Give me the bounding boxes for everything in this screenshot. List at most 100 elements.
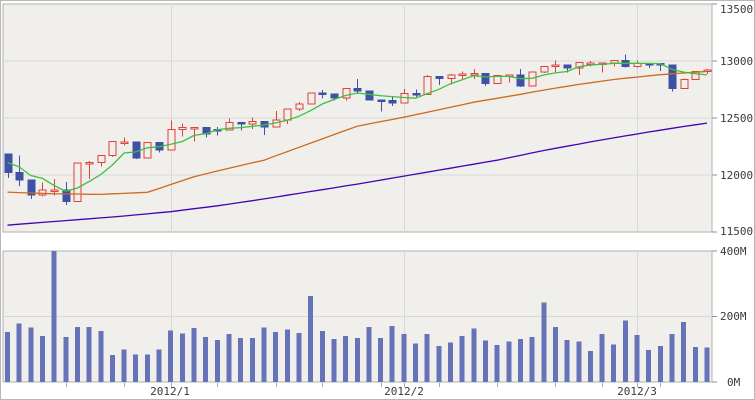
volume-bar	[144, 354, 150, 382]
volume-bar	[378, 337, 384, 382]
volume-bar	[401, 333, 407, 382]
volume-bar	[319, 330, 325, 382]
volume-bar	[74, 326, 80, 382]
volume-axis-label: 0M	[727, 376, 741, 389]
candle-up	[248, 120, 257, 125]
candle-up	[97, 155, 106, 164]
volume-bar	[16, 323, 22, 382]
price-axis-label: 12000	[720, 169, 754, 182]
volume-bar	[366, 326, 372, 382]
volume-bar	[284, 329, 290, 382]
volume-bar	[168, 330, 174, 382]
volume-bar	[552, 326, 558, 382]
volume-bar	[587, 350, 593, 382]
candle-up	[423, 76, 432, 96]
volume-bar	[634, 335, 640, 382]
volume-bar	[343, 336, 349, 382]
candle-up	[540, 66, 549, 73]
volume-bar	[156, 349, 162, 382]
candle-up	[493, 74, 502, 85]
volume-bar	[109, 355, 115, 382]
ma25-line	[7, 70, 708, 196]
candle-up	[225, 121, 234, 131]
candle-down	[481, 73, 490, 85]
candle-up	[283, 108, 292, 121]
volume-bar	[98, 330, 104, 382]
candle-down	[62, 189, 71, 203]
volume-bar	[599, 333, 605, 382]
candle-up	[458, 73, 467, 77]
volume-bar	[494, 344, 500, 382]
volume-bar	[622, 320, 628, 382]
volume-bar	[389, 325, 395, 382]
x-axis-label: 2012/2	[384, 385, 424, 398]
candle-up	[108, 140, 117, 157]
candle-up	[470, 73, 479, 76]
volume-bar	[657, 345, 663, 382]
candle-up	[447, 74, 456, 80]
candle-up	[680, 79, 689, 89]
volume-bar	[459, 336, 465, 382]
candle-up	[85, 162, 94, 165]
candle-up	[691, 70, 700, 81]
price-axis-label: 12500	[720, 112, 754, 125]
volume-bar	[133, 354, 139, 382]
candle-down	[15, 172, 24, 181]
volume-bar	[576, 341, 582, 382]
ma5-line	[7, 62, 708, 192]
volume-bar	[296, 332, 302, 382]
volume-bar	[249, 338, 255, 382]
candle-up	[551, 64, 560, 68]
volume-bar	[611, 344, 617, 382]
candle-down	[377, 99, 386, 102]
volume-axis-label: 200M	[720, 310, 747, 323]
volume-bar	[261, 327, 267, 382]
volume-bar	[191, 327, 197, 382]
x-axis-label: 2012/3	[617, 385, 657, 398]
candle-up	[307, 92, 316, 105]
volume-bar	[51, 251, 57, 382]
x-axis-label: 2012/1	[150, 385, 190, 398]
volume-bar	[681, 322, 687, 382]
candle-down	[668, 64, 677, 89]
candle-down	[330, 93, 339, 99]
candle-down	[237, 121, 246, 125]
volume-bar	[238, 338, 244, 382]
volume-bar	[448, 342, 454, 382]
volume-bar	[564, 340, 570, 382]
volume-bar	[86, 326, 92, 382]
candle-up	[178, 126, 187, 131]
candle-down	[412, 92, 421, 96]
candle-down	[132, 141, 141, 159]
volume-bar	[5, 331, 10, 382]
candle-up	[190, 127, 199, 130]
volume-bar	[214, 340, 220, 382]
volume-bar	[413, 343, 419, 382]
price-axis-label: 13500	[720, 3, 754, 16]
volume-bar	[482, 340, 488, 382]
volume-bar	[308, 295, 314, 382]
candle-up	[703, 69, 712, 72]
candle-down	[353, 88, 362, 92]
candle-up	[610, 59, 619, 64]
volume-bar	[529, 336, 535, 382]
candle-up	[167, 129, 176, 151]
volume-bar	[179, 333, 185, 382]
volume-bar	[506, 341, 512, 382]
candle-down	[516, 74, 525, 87]
volume-bar	[436, 345, 442, 382]
candle-up	[143, 141, 152, 159]
candle-up	[342, 88, 351, 99]
candle-up	[295, 103, 304, 110]
candle-up	[73, 162, 82, 203]
volume-bar	[354, 337, 360, 382]
candle-up	[50, 189, 59, 192]
candle-down	[563, 64, 572, 69]
volume-bar	[39, 336, 45, 382]
ma75-line	[7, 122, 708, 226]
volume-bar	[692, 346, 698, 382]
candle-up	[38, 189, 47, 196]
volume-bar	[203, 337, 209, 382]
